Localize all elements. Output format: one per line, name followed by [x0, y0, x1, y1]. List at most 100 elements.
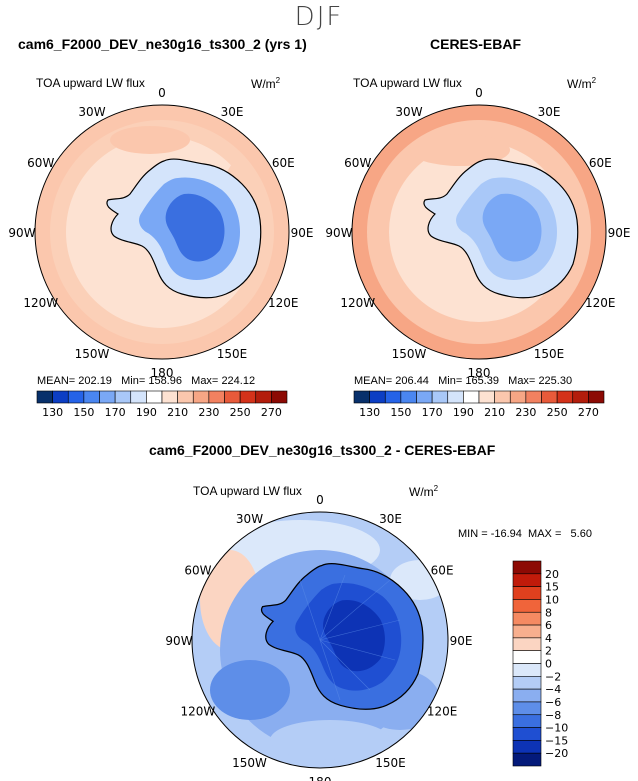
colorbar1-tick-label: 270	[261, 406, 282, 419]
map2-lon-label: 150W	[392, 347, 427, 361]
map3-lon-label: 0	[316, 493, 324, 507]
colorbar1-tick-label: 150	[73, 406, 94, 419]
colorbar1-swatch	[224, 390, 241, 404]
map1-lon-label: 90E	[291, 226, 314, 240]
map1-lon-label: 180	[151, 366, 174, 380]
colorbar3-swatch	[512, 701, 542, 716]
map1-lon-label: 150W	[75, 347, 110, 361]
colorbar3-swatch	[512, 624, 542, 639]
map3-lon-label: 150E	[375, 756, 406, 770]
colorbar2-swatch	[525, 390, 542, 404]
colorbar1-swatch	[99, 390, 116, 404]
colorbar2-swatch	[509, 390, 527, 404]
map1-lon-label: 120W	[23, 296, 58, 310]
colorbar3-swatch	[512, 663, 542, 677]
colorbar3-swatch	[512, 727, 542, 741]
colorbar1-swatch	[67, 390, 85, 404]
colorbar2-tick-label: 270	[578, 406, 599, 419]
map3-lon-label: 150W	[232, 756, 267, 770]
colorbar1-swatch	[83, 390, 100, 404]
colorbar1-swatch	[177, 390, 194, 404]
panel1-stats: MEAN= 202.19 Min= 158.96 Max= 224.12	[37, 375, 256, 387]
colorbar1-swatch	[208, 390, 225, 404]
diff-title: cam6_F2000_DEV_ne30g16_ts300_2 - CERES-E…	[149, 442, 496, 458]
colorbar2-swatch	[447, 390, 464, 404]
panel2-variable: TOA upward LW flux	[353, 76, 462, 90]
map2-lon-label: 90W	[325, 226, 352, 240]
colorbar3-swatch	[512, 650, 542, 664]
colorbar3-swatch	[512, 740, 542, 754]
colorbar2-swatch	[416, 390, 433, 404]
colorbar3-swatch	[512, 752, 542, 767]
colorbar3-tick-label: −15	[545, 734, 568, 747]
map3-lon-label: 60E	[431, 564, 454, 578]
colorbar2-swatch	[463, 390, 480, 404]
map1-lon-label: 150E	[217, 347, 248, 361]
colorbar3-tick-label: 10	[545, 593, 559, 606]
colorbar1-tick-label: 190	[136, 406, 157, 419]
colorbar2-swatch	[572, 390, 589, 404]
colorbar1-tick-label: 210	[167, 406, 188, 419]
map2-lon-label: 90E	[608, 226, 631, 240]
colorbar3-tick-label: −2	[545, 670, 561, 683]
colorbar2-swatch	[431, 390, 449, 404]
colorbar3-tick-label: 2	[545, 645, 552, 658]
colorbar3-swatch	[512, 599, 542, 613]
panel1-map	[34, 104, 290, 360]
diff-variable: TOA upward LW flux	[193, 484, 302, 498]
colorbar2-swatch	[494, 390, 511, 404]
colorbar3-tick-label: 0	[545, 658, 552, 671]
colorbar3-swatch	[512, 573, 542, 587]
map1-lon-label: 0	[158, 86, 166, 100]
diff-min-max: MIN = -16.94 MAX = 5.60	[458, 528, 592, 540]
colorbar1-tick-label: 130	[42, 406, 63, 419]
map3-lon-label: 60W	[184, 564, 211, 578]
map1-lon-label: 90W	[8, 226, 35, 240]
map1-lon-label: 120E	[268, 296, 299, 310]
colorbar1-swatch	[161, 390, 178, 404]
colorbar2-tick-label: 130	[359, 406, 380, 419]
colorbar2-tick-label: 170	[422, 406, 443, 419]
diff-units: W/m2	[409, 484, 439, 499]
colorbar1-swatch	[36, 390, 53, 404]
panel2-colorbar: 130 150 170 190 210 230 250 270	[353, 390, 605, 419]
colorbar1-tick-label: 230	[198, 406, 219, 419]
colorbar3-swatch	[512, 714, 542, 728]
map3-lon-label: 30E	[379, 512, 402, 526]
colorbar1-swatch	[271, 390, 288, 404]
colorbar2-swatch	[588, 390, 605, 404]
colorbar1-swatch	[239, 390, 257, 404]
map2-lon-label: 0	[475, 86, 483, 100]
map3-lon-label: 30W	[236, 512, 263, 526]
colorbar3-tick-label: −10	[545, 722, 568, 735]
colorbar3-tick-label: 8	[545, 606, 552, 619]
colorbar2-tick-label: 190	[453, 406, 474, 419]
colorbar1-tick-label: 250	[230, 406, 251, 419]
colorbar1-swatch	[130, 390, 147, 404]
colorbar3-tick-label: −20	[545, 747, 568, 760]
map1-lon-label: 60E	[272, 156, 295, 170]
panel1-variable: TOA upward LW flux	[36, 76, 145, 90]
colorbar2-tick-label: 230	[515, 406, 536, 419]
diff-map	[191, 511, 449, 769]
colorbar2-swatch	[400, 390, 417, 404]
map2-lon-label: 30W	[395, 105, 422, 119]
colorbar1-swatch	[255, 390, 272, 404]
colorbar1-swatch	[114, 390, 132, 404]
colorbar1-swatch	[52, 390, 69, 404]
colorbar3-tick-label: 20	[545, 568, 559, 581]
colorbar2-swatch	[541, 390, 558, 404]
colorbar3-tick-label: 4	[545, 632, 552, 645]
longitude-labels: 0 30E 60E 90E 120E 150E 180 150W 120W 90W 60W 30W 0 3…	[8, 86, 630, 781]
colorbar3-tick-label: −6	[545, 696, 561, 709]
panel2-units: W/m2	[567, 76, 597, 91]
map3-lon-label: 120E	[427, 705, 458, 719]
colorbar3-tick-label: 15	[545, 581, 559, 594]
colorbar2-tick-label: 250	[547, 406, 568, 419]
map3-lon-label: 180	[309, 775, 332, 781]
colorbar2-swatch	[353, 390, 370, 404]
panel1-units: W/m2	[251, 76, 281, 91]
colorbar3-swatch	[512, 688, 542, 703]
panel1-colorbar: 130 150 170 190 210 230 250 270	[36, 390, 288, 419]
map2-lon-label: 150E	[534, 347, 565, 361]
